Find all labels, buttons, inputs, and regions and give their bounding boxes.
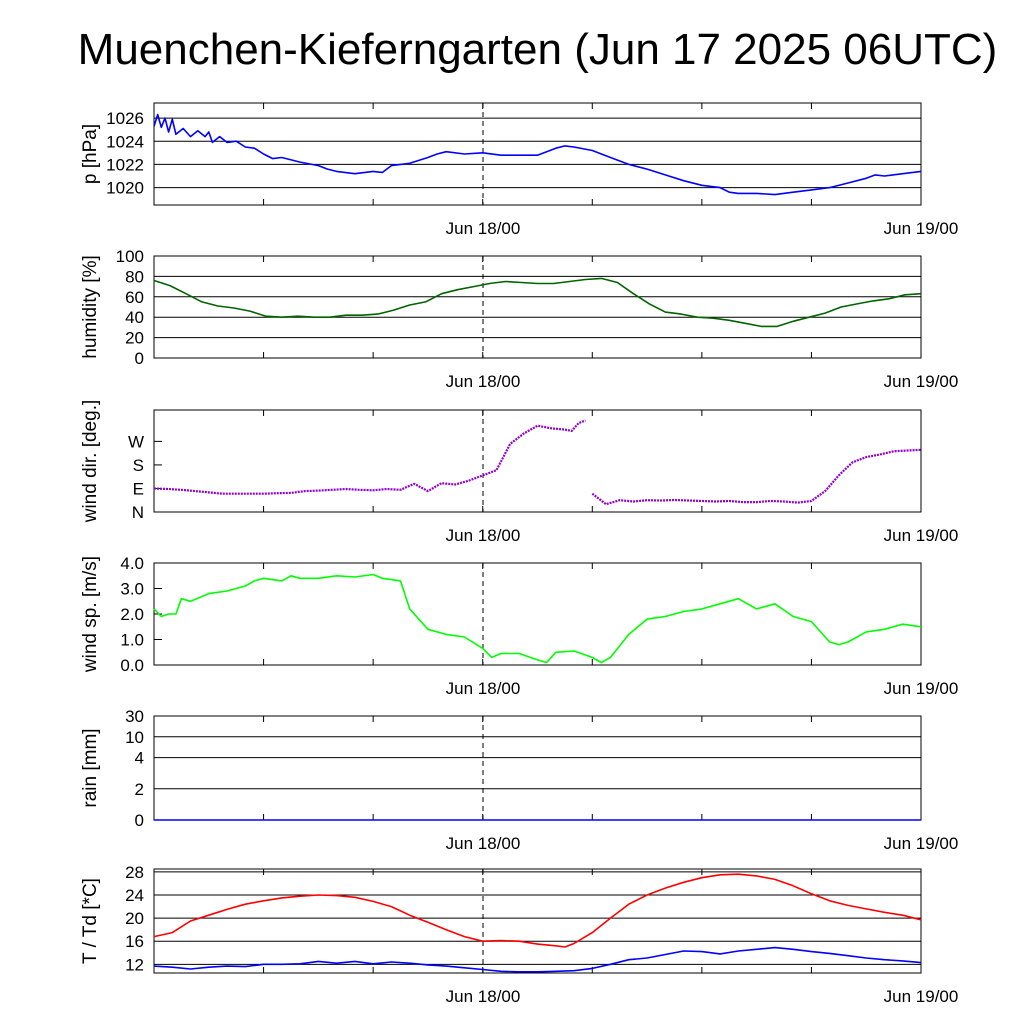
y-tick-label: 40 [125, 308, 144, 327]
y-tick-label: 100 [116, 247, 144, 266]
plot-frame [153, 409, 922, 513]
x-time-label: Jun 18/00 [446, 372, 521, 391]
y-tick-label: 16 [125, 932, 144, 951]
y-tick-label: 2 [135, 780, 144, 799]
y-tick-label: 1026 [106, 109, 144, 128]
y-axis-label: p [hPa] [80, 124, 101, 184]
x-time-label: Jun 18/00 [446, 219, 521, 238]
x-time-label: Jun 18/00 [446, 679, 521, 698]
y-tick-label: 2.0 [120, 605, 144, 624]
y-tick-label: 30 [125, 707, 144, 726]
panel-rain: 0 2 4 10 30 Jun 18/00 Jun 19/00 rain [mm] [80, 707, 958, 853]
plot-frame [153, 255, 922, 359]
x-time-label: Jun 19/00 [884, 987, 959, 1006]
panel-temperature_dewpoint: 12 16 20 24 28 Jun 18/00 Jun 19/00 T / Td [*C] [80, 863, 958, 1006]
x-time-label: Jun 19/00 [884, 219, 959, 238]
series-line [591, 448, 922, 506]
y-tick-label: 80 [125, 267, 144, 286]
x-time-label: Jun 18/00 [446, 987, 521, 1006]
plot-frame [153, 715, 922, 821]
y-axis-label: wind dir. [deg.] [80, 400, 101, 524]
plot-frame [153, 102, 922, 206]
y-tick-label: 10 [125, 728, 144, 747]
plot-frame [153, 868, 922, 974]
y-tick-label: 20 [125, 909, 144, 928]
series-line [153, 113, 922, 196]
x-time-label: Jun 19/00 [884, 372, 959, 391]
y-tick-label: S [133, 456, 144, 475]
y-tick-label: 28 [125, 863, 144, 882]
series-line [153, 946, 922, 973]
y-tick-label: 0 [135, 349, 144, 368]
y-tick-label: 0.0 [120, 656, 144, 675]
y-tick-label: 4.0 [120, 554, 144, 573]
series-line [153, 277, 922, 328]
y-tick-label: 60 [125, 288, 144, 307]
chart-title: Muenchen-Kieferngarten (Jun 17 2025 06UT… [77, 25, 998, 74]
y-tick-label: 24 [125, 886, 144, 905]
series-line [153, 873, 922, 948]
x-time-label: Jun 19/00 [884, 679, 959, 698]
y-axis-label: rain [mm] [80, 728, 101, 807]
series-line [153, 419, 586, 495]
y-tick-label: N [132, 503, 144, 522]
y-tick-label: 12 [125, 955, 144, 974]
panel-pressure: 1020 1022 1024 1026 Jun 18/00 Jun 19/00 p [hPa… [80, 102, 959, 238]
y-tick-label: 1.0 [120, 631, 144, 650]
y-tick-label: 4 [135, 749, 144, 768]
x-time-label: Jun 18/00 [446, 834, 521, 853]
y-axis-label: wind sp. [m/s] [80, 556, 101, 673]
x-time-label: Jun 19/00 [884, 526, 959, 545]
x-time-label: Jun 19/00 [884, 834, 959, 853]
y-tick-label: E [133, 479, 144, 498]
y-axis-label: humidity [%] [80, 255, 101, 358]
y-tick-label: 1020 [106, 179, 144, 198]
y-axis-label: T / Td [*C] [80, 878, 101, 964]
y-tick-label: 1022 [106, 155, 144, 174]
y-tick-label: 1024 [106, 132, 144, 151]
panel-wind_speed: 0.0 1.0 2.0 3.0 4.0 Jun 18/00 Jun 19/00 wind sp… [80, 554, 958, 698]
series-line [153, 573, 922, 664]
y-tick-label: W [128, 432, 144, 451]
y-tick-label: 0 [135, 811, 144, 830]
x-time-label: Jun 18/00 [446, 526, 521, 545]
y-tick-label: 3.0 [120, 580, 144, 599]
y-tick-label: 20 [125, 329, 144, 348]
